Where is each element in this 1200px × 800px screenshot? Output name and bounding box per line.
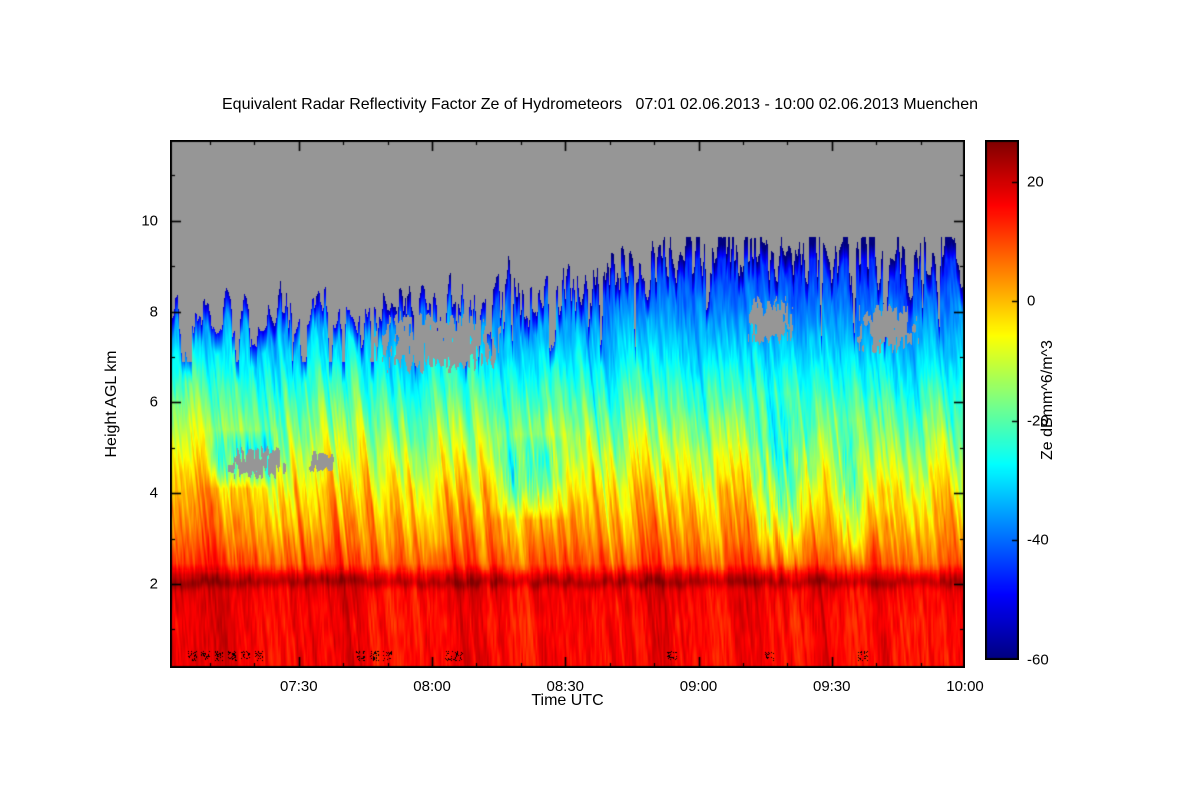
x-tick-label: 08:00 bbox=[413, 678, 451, 695]
x-tick-label: 09:00 bbox=[679, 678, 718, 695]
colorbar bbox=[985, 140, 1019, 660]
colorbar-tick-label: 20 bbox=[1027, 173, 1044, 191]
colorbar-title: Ze dBmm^6/m^3 bbox=[1039, 340, 1056, 460]
colorbar-tick-label: -40 bbox=[1027, 531, 1049, 549]
x-tick-label: 10:00 bbox=[946, 678, 984, 695]
x-axis-title: Time UTC bbox=[531, 692, 604, 709]
y-tick-label: 10 bbox=[141, 212, 158, 230]
y-tick-label: 2 bbox=[149, 575, 158, 593]
plot-area bbox=[170, 140, 965, 668]
reflectivity-heatmap bbox=[170, 140, 965, 668]
x-tick-label: 07:30 bbox=[280, 678, 318, 695]
y-tick-label: 4 bbox=[149, 484, 158, 502]
colorbar-tick-label: 0 bbox=[1027, 292, 1036, 310]
x-tick-label: 08:30 bbox=[546, 678, 585, 695]
y-tick-label: 8 bbox=[149, 303, 158, 321]
colorbar-tick-label: -20 bbox=[1027, 412, 1049, 430]
x-tick-label: 09:30 bbox=[812, 678, 851, 695]
y-tick-label: 6 bbox=[149, 393, 158, 411]
colorbar-tick-label: -60 bbox=[1027, 651, 1049, 669]
chart-title: Equivalent Radar Reflectivity Factor Ze … bbox=[222, 96, 978, 113]
